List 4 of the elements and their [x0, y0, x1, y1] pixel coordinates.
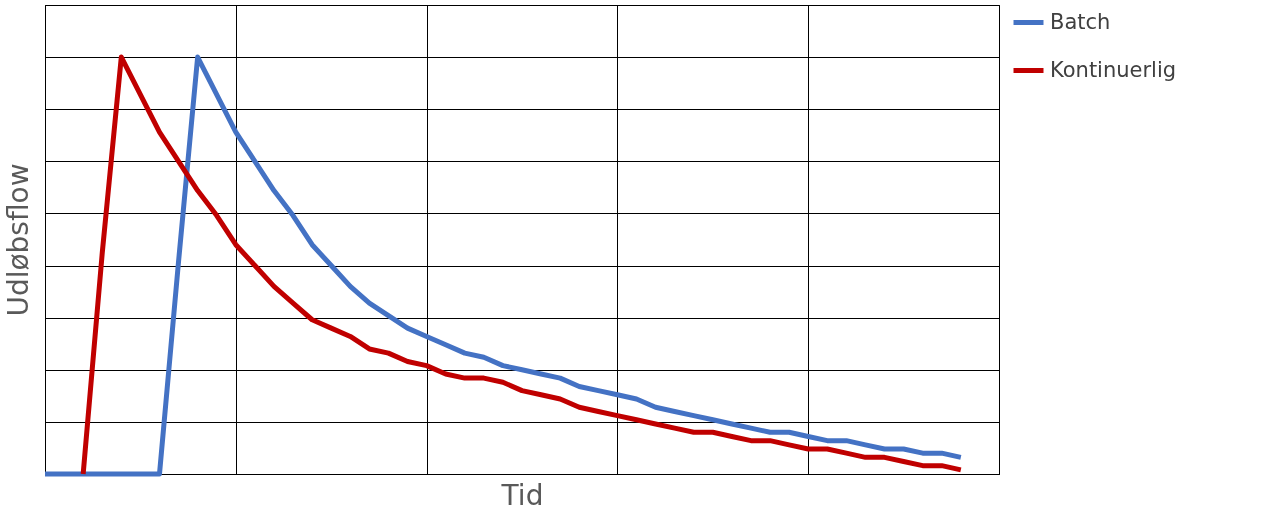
x-axis-title: Tid: [500, 478, 544, 512]
legend-label: Kontinuerlig: [1050, 57, 1177, 82]
legend-label: Batch: [1050, 9, 1111, 34]
y-axis-title: Udløbsflow: [1, 163, 35, 317]
